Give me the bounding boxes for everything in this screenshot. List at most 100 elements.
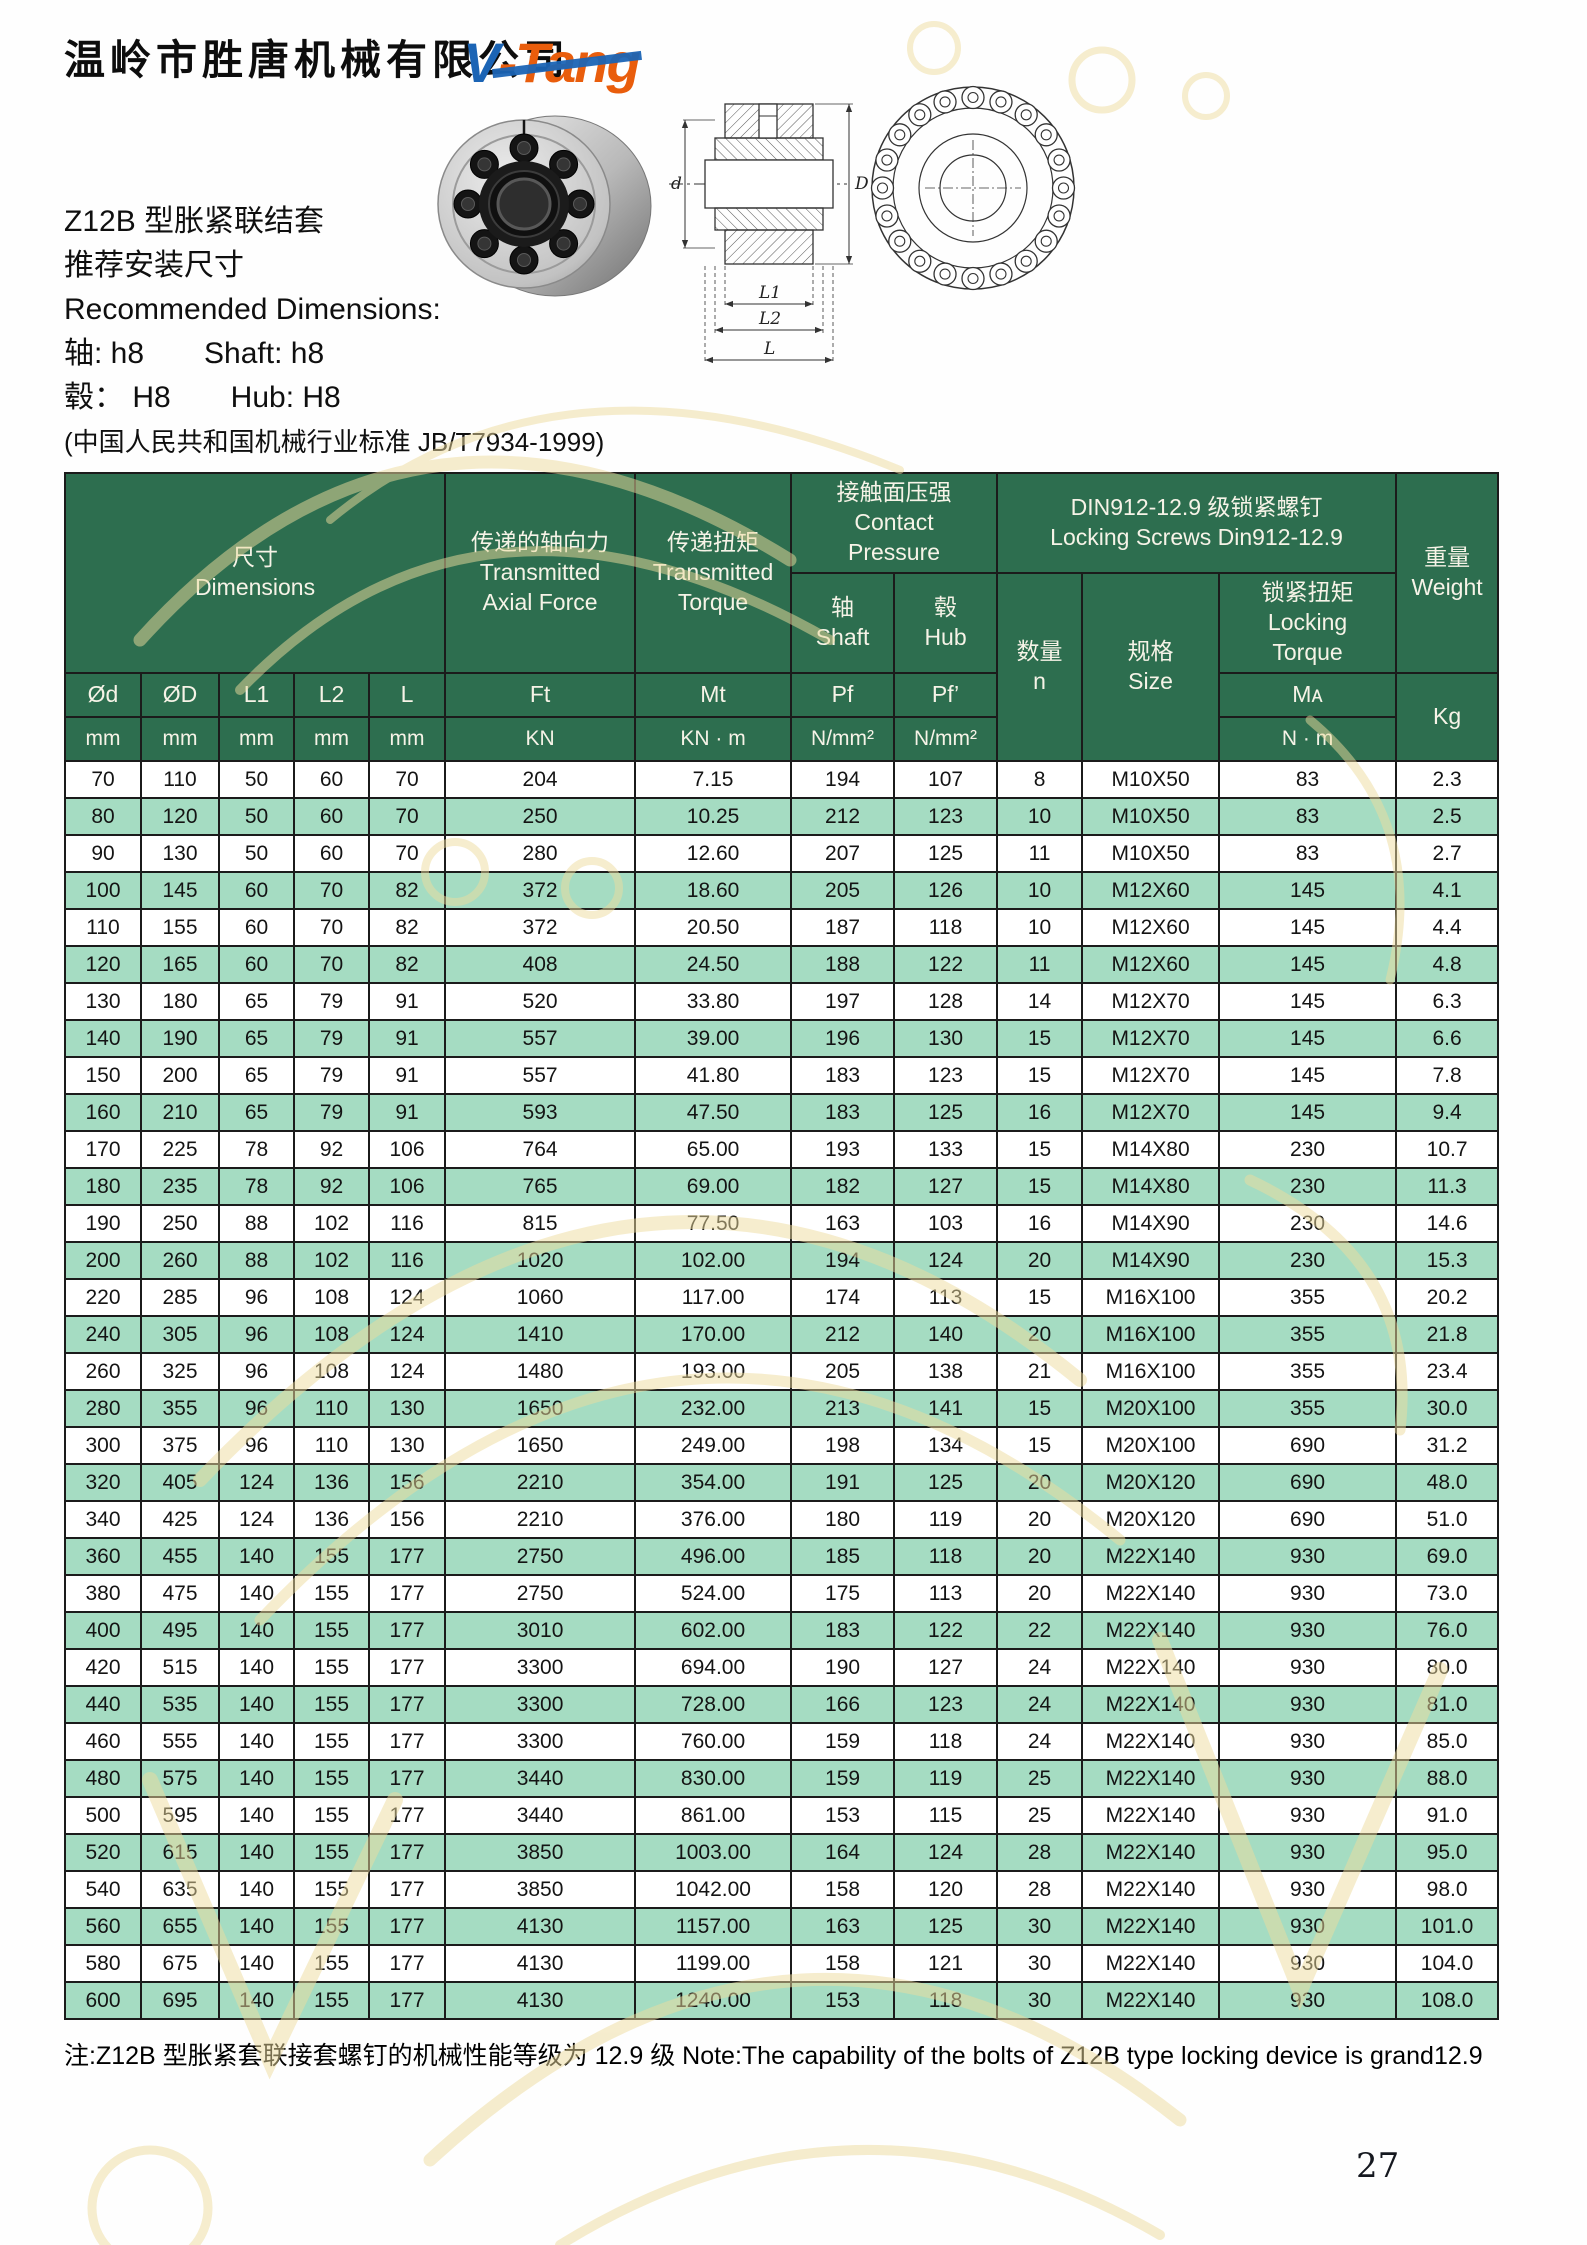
header-dimensions: 尺寸 Dimensions bbox=[63, 472, 447, 674]
table-cell: 177 bbox=[367, 1611, 447, 1650]
table-cell: 92 bbox=[293, 1130, 370, 1169]
table-cell: M20X120 bbox=[1081, 1500, 1221, 1539]
table-row: 480 575 140 155 177 3440 830.00 159 119 25 M22X140… bbox=[64, 1759, 1500, 1798]
table-cell: 593 bbox=[444, 1093, 637, 1132]
table-cell: M12X70 bbox=[1081, 1093, 1221, 1132]
table-cell: 124 bbox=[367, 1278, 447, 1317]
table-cell: 20.2 bbox=[1395, 1278, 1500, 1317]
table-cell: 10 bbox=[996, 871, 1084, 910]
table-cell: 120 bbox=[140, 797, 220, 836]
table-cell: 177 bbox=[367, 1833, 447, 1872]
table-cell: 20.50 bbox=[634, 908, 793, 947]
table-cell: 1042.00 bbox=[634, 1870, 793, 1909]
table-cell: 210 bbox=[140, 1093, 220, 1132]
table-cell: 408 bbox=[444, 945, 637, 984]
table-cell: 138 bbox=[893, 1352, 999, 1391]
header-contact-pressure: 接触面压强 Contact Pressure bbox=[790, 472, 999, 574]
table-cell: 1650 bbox=[444, 1389, 637, 1428]
table-row: 580 675 140 155 177 4130 1199.00 158 121 30 M22X14… bbox=[64, 1944, 1500, 1983]
table-cell: 690 bbox=[1218, 1463, 1398, 1502]
table-cell: 82 bbox=[367, 871, 447, 910]
table-cell: 81.0 bbox=[1395, 1685, 1500, 1724]
table-row: 440 535 140 155 177 3300 728.00 166 123 24 M22X140… bbox=[64, 1685, 1500, 1724]
table-cell: 120 bbox=[893, 1870, 999, 1909]
table-row: 280 355 96 110 130 1650 232.00 213 141 15 M20X100 3… bbox=[64, 1389, 1500, 1428]
table-cell: 372 bbox=[444, 871, 637, 910]
product-subtitle-en: Recommended Dimensions: bbox=[64, 293, 441, 326]
table-cell: 728.00 bbox=[634, 1685, 793, 1724]
table-cell: 140 bbox=[218, 1648, 295, 1687]
table-cell: 124 bbox=[367, 1352, 447, 1391]
table-cell: 70 bbox=[293, 908, 370, 947]
table-cell: 177 bbox=[367, 1574, 447, 1613]
table-cell: 50 bbox=[218, 760, 295, 799]
table-cell: 930 bbox=[1218, 1722, 1398, 1761]
table-row: 600 695 140 155 177 4130 1240.00 153 118 30 M22X14… bbox=[64, 1981, 1500, 2020]
table-cell: 425 bbox=[140, 1500, 220, 1539]
table-cell: 355 bbox=[1218, 1352, 1398, 1391]
table-cell: 6.6 bbox=[1395, 1019, 1500, 1058]
table-cell: 175 bbox=[790, 1574, 896, 1613]
table-cell: 10 bbox=[996, 797, 1084, 836]
table-cell: 595 bbox=[140, 1796, 220, 1835]
table-cell: 260 bbox=[64, 1352, 142, 1391]
table-cell: 170 bbox=[64, 1130, 142, 1169]
table-cell: 930 bbox=[1218, 1870, 1398, 1909]
table-cell: 70 bbox=[367, 834, 447, 873]
table-cell: 28 bbox=[996, 1870, 1084, 1909]
table-cell: 520 bbox=[444, 982, 637, 1021]
front-view bbox=[871, 86, 1075, 290]
table-cell: 145 bbox=[1218, 1019, 1398, 1058]
table-cell: 2750 bbox=[444, 1574, 637, 1613]
table-cell: 77.50 bbox=[634, 1204, 793, 1243]
table-cell: 2210 bbox=[444, 1463, 637, 1502]
symbol-od: Ød bbox=[64, 672, 142, 718]
table-cell: 150 bbox=[64, 1056, 142, 1095]
table-cell: 180 bbox=[140, 982, 220, 1021]
table-cell: 24.50 bbox=[634, 945, 793, 984]
table-cell: 2.7 bbox=[1395, 834, 1500, 873]
table-cell: 930 bbox=[1218, 1796, 1398, 1835]
symbol-oD: ØD bbox=[140, 672, 220, 718]
unit-knm: KN · m bbox=[634, 716, 793, 762]
table-cell: 140 bbox=[218, 1833, 295, 1872]
unit-mm3: mm bbox=[218, 716, 295, 762]
dim-label-L: L bbox=[763, 339, 775, 359]
table-cell: 16 bbox=[996, 1093, 1084, 1132]
table-cell: 165 bbox=[140, 945, 220, 984]
table-cell: 21.8 bbox=[1395, 1315, 1500, 1354]
table-cell: 39.00 bbox=[634, 1019, 793, 1058]
table-cell: 190 bbox=[140, 1019, 220, 1058]
table-cell: 440 bbox=[64, 1685, 142, 1724]
table-cell: 861.00 bbox=[634, 1796, 793, 1835]
table-cell: 515 bbox=[140, 1648, 220, 1687]
table-cell: 280 bbox=[444, 834, 637, 873]
table-cell: 155 bbox=[293, 1833, 370, 1872]
table-cell: 83 bbox=[1218, 797, 1398, 836]
table-cell: 70 bbox=[64, 760, 142, 799]
table-cell: M12X60 bbox=[1081, 871, 1221, 910]
table-cell: 183 bbox=[790, 1056, 896, 1095]
table-cell: 4130 bbox=[444, 1944, 637, 1983]
table-cell: 91.0 bbox=[1395, 1796, 1500, 1835]
table-cell: 102 bbox=[293, 1241, 370, 1280]
table-cell: 10.7 bbox=[1395, 1130, 1500, 1169]
table-cell: 10.25 bbox=[634, 797, 793, 836]
table-cell: 193.00 bbox=[634, 1352, 793, 1391]
unit-mm1: mm bbox=[64, 716, 142, 762]
table-cell: 123 bbox=[893, 1685, 999, 1724]
symbol-kg: Kg bbox=[1395, 672, 1500, 762]
table-cell: 250 bbox=[140, 1204, 220, 1243]
header-locking-torque: 锁紧扭矩 Locking Torque bbox=[1218, 572, 1398, 674]
table-cell: 76.0 bbox=[1395, 1611, 1500, 1650]
table-cell: 140 bbox=[218, 1870, 295, 1909]
table-row: 360 455 140 155 177 2750 496.00 185 118 20 M22X140… bbox=[64, 1537, 1500, 1576]
table-cell: 405 bbox=[140, 1463, 220, 1502]
table-cell: 141 bbox=[893, 1389, 999, 1428]
table-cell: 20 bbox=[996, 1574, 1084, 1613]
table-cell: 104.0 bbox=[1395, 1944, 1500, 1983]
table-cell: 83 bbox=[1218, 760, 1398, 799]
table-cell: M12X60 bbox=[1081, 908, 1221, 947]
table-cell: 15 bbox=[996, 1167, 1084, 1206]
table-row: 190 250 88 102 116 815 77.50 163 103 16 M14X90 230 1… bbox=[64, 1204, 1500, 1243]
